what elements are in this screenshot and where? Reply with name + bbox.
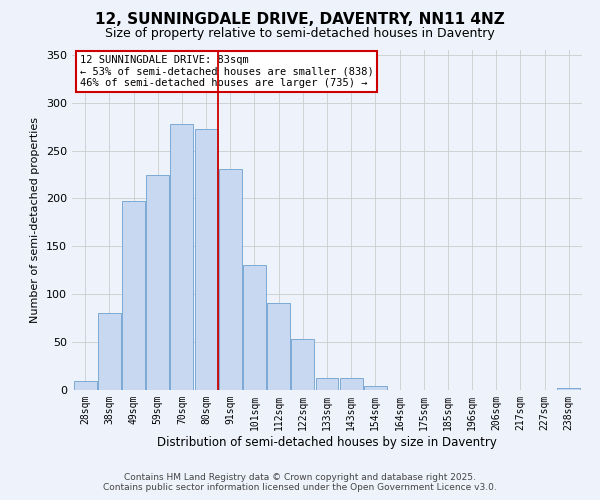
Bar (194, 128, 218, 390)
Text: Size of property relative to semi-detached houses in Daventry: Size of property relative to semi-detach… (105, 28, 495, 40)
Bar (98, 314, 121, 390)
Bar (170, 124, 193, 390)
Bar (122, 202, 145, 390)
Bar (219, 169, 242, 390)
Bar (316, 378, 338, 390)
Text: 12 SUNNINGDALE DRIVE: 83sqm
← 53% of semi-detached houses are smaller (838)
46% : 12 SUNNINGDALE DRIVE: 83sqm ← 53% of sem… (80, 55, 373, 88)
Bar (557, 388, 580, 390)
Bar (74, 382, 97, 390)
Y-axis label: Number of semi-detached properties: Number of semi-detached properties (31, 117, 40, 323)
Bar (292, 339, 314, 390)
Text: Contains HM Land Registry data © Crown copyright and database right 2025.
Contai: Contains HM Land Registry data © Crown c… (103, 473, 497, 492)
Bar (340, 378, 362, 390)
Text: 12, SUNNINGDALE DRIVE, DAVENTRY, NN11 4NZ: 12, SUNNINGDALE DRIVE, DAVENTRY, NN11 4N… (95, 12, 505, 28)
X-axis label: Distribution of semi-detached houses by size in Daventry: Distribution of semi-detached houses by … (157, 436, 497, 448)
Bar (243, 266, 266, 390)
Bar (267, 303, 290, 390)
Bar (364, 386, 387, 390)
Bar (146, 174, 169, 390)
